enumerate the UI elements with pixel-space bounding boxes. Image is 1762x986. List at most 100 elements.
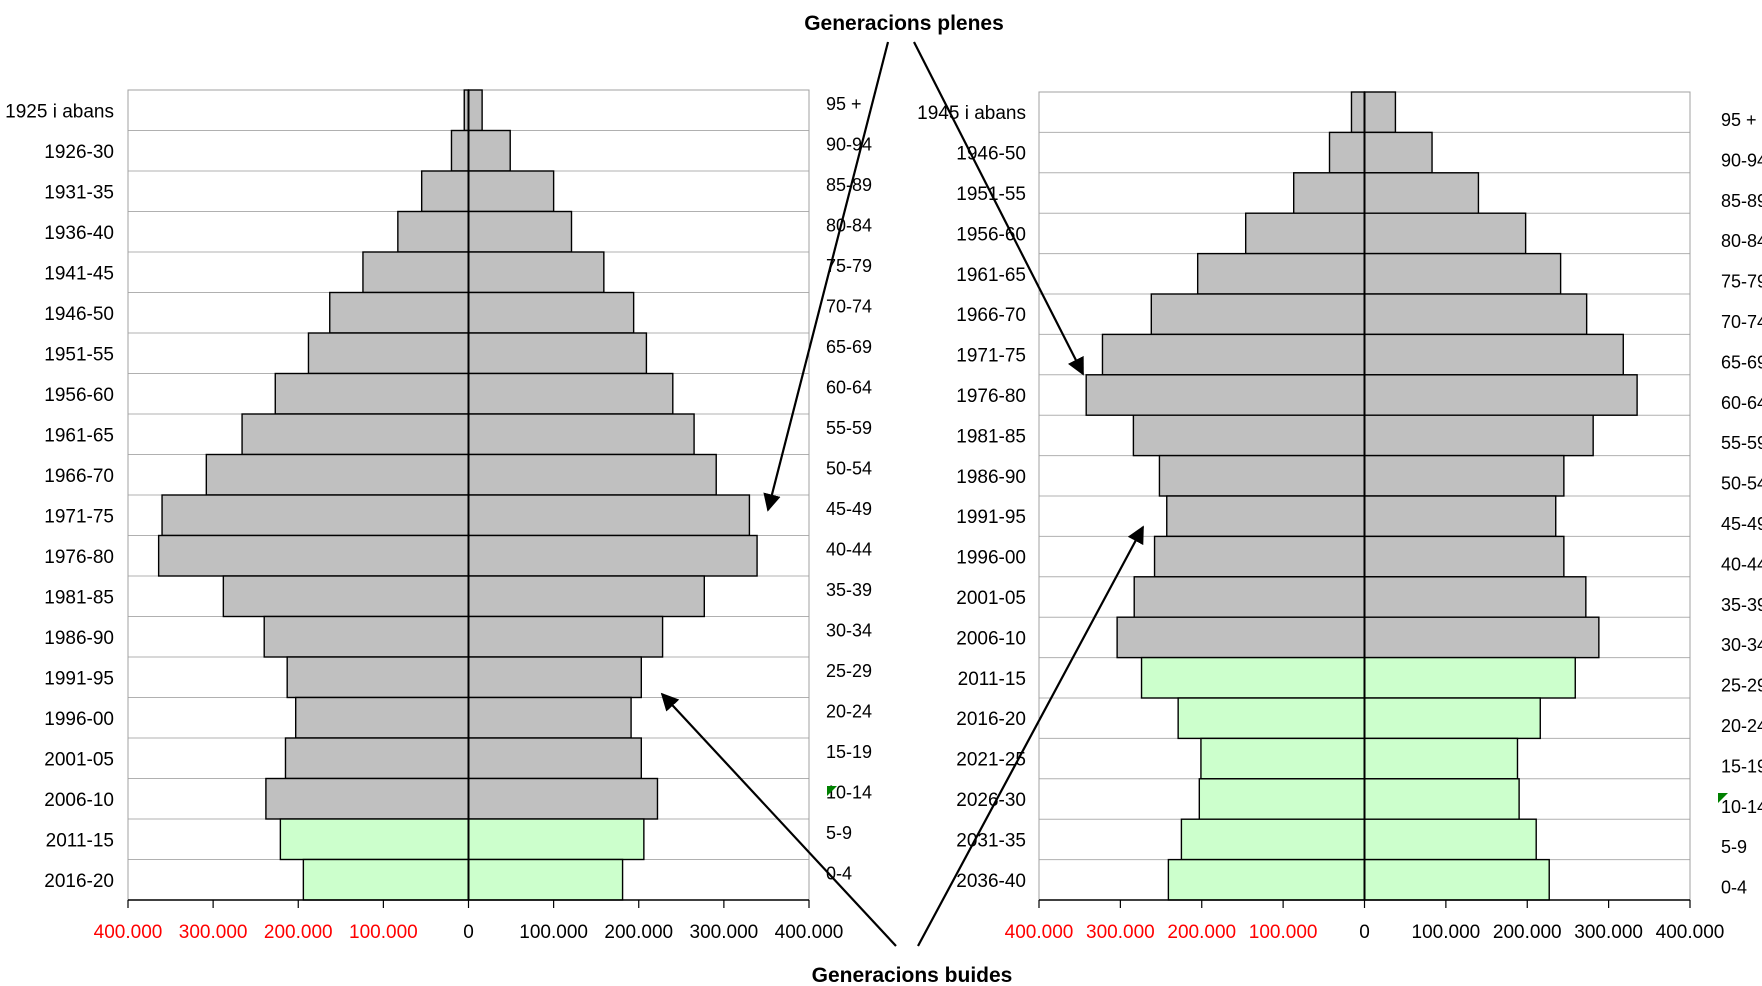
cohort-label: 2031-35 bbox=[956, 830, 1026, 851]
bar-right-20-24 bbox=[467, 696, 632, 739]
bar-right-30-34 bbox=[1363, 616, 1600, 659]
age-label: 10-14 bbox=[1721, 797, 1762, 817]
age-label: 45-49 bbox=[1721, 514, 1762, 534]
bar-left-2011-15 bbox=[1140, 656, 1366, 699]
age-label: 5-9 bbox=[826, 823, 852, 843]
cohort-label: 1961-65 bbox=[956, 265, 1026, 286]
age-label: 65-69 bbox=[826, 337, 872, 357]
x-tick-label: 400.000 bbox=[1005, 922, 1074, 943]
age-label: 80-84 bbox=[826, 216, 872, 236]
bar-left-1981-85 bbox=[222, 575, 470, 618]
cohort-label: 1986-90 bbox=[956, 467, 1026, 488]
age-label: 35-39 bbox=[1721, 595, 1762, 615]
bar-left-1951-55 bbox=[1293, 172, 1366, 214]
age-label: 60-64 bbox=[1721, 393, 1762, 413]
cohort-label: 2006-10 bbox=[956, 628, 1026, 649]
age-label: 35-39 bbox=[826, 580, 872, 600]
x-tick-label: 100.000 bbox=[1412, 922, 1481, 943]
bar-left-1966-70 bbox=[205, 453, 470, 496]
bar-right-35-39 bbox=[467, 575, 705, 618]
age-label: 30-34 bbox=[826, 621, 872, 641]
bar-left-2011-15 bbox=[279, 818, 470, 861]
cohort-label: 1941-45 bbox=[44, 263, 114, 284]
x-tick-label: 200.000 bbox=[264, 922, 333, 943]
bar-left-1966-70 bbox=[1150, 293, 1366, 336]
bar-right-80-84 bbox=[1363, 212, 1527, 255]
age-label: 50-54 bbox=[826, 459, 872, 479]
bar-left-1926-30 bbox=[450, 129, 470, 172]
bar-right-95 + bbox=[467, 89, 483, 132]
annotation-generacions-plenes: Generacions plenes bbox=[804, 12, 1004, 35]
x-tick-label: 400.000 bbox=[775, 922, 844, 943]
age-label: 85-89 bbox=[826, 175, 872, 195]
age-label: 70-74 bbox=[1721, 312, 1762, 332]
bar-right-60-64 bbox=[1363, 374, 1638, 416]
x-tick-label: 200.000 bbox=[1167, 922, 1236, 943]
age-label: 5-9 bbox=[1721, 837, 1747, 857]
bar-right-55-59 bbox=[1363, 414, 1594, 457]
cohort-label: 2016-20 bbox=[44, 871, 114, 892]
bar-left-1996-00 bbox=[294, 696, 470, 739]
bar-right-0-4 bbox=[467, 858, 624, 901]
cohort-label: 1976-80 bbox=[44, 547, 114, 568]
bar-right-80-84 bbox=[467, 210, 573, 253]
bar-left-2016-20 bbox=[302, 858, 470, 901]
cohort-label: 2036-40 bbox=[956, 871, 1026, 892]
bar-right-90-94 bbox=[1363, 131, 1433, 174]
age-label: 40-44 bbox=[826, 540, 872, 560]
cohort-label: 2021-25 bbox=[956, 750, 1026, 771]
age-label: 55-59 bbox=[826, 418, 872, 438]
pyramid-left: 400.000 300.000 200.000 100.000 0 100.000 200.… bbox=[5, 89, 872, 943]
x-tick-label: 400.000 bbox=[94, 922, 163, 943]
bar-left-2001-05 bbox=[284, 737, 470, 780]
bar-left-1961-65 bbox=[1196, 252, 1366, 295]
cohort-label: 2016-20 bbox=[956, 709, 1026, 730]
bar-left-1945 i abans bbox=[1350, 91, 1366, 134]
age-label: 55-59 bbox=[1721, 433, 1762, 453]
arrow-buides-to-right-chart bbox=[917, 525, 1144, 947]
cohort-label: 1971-75 bbox=[44, 506, 114, 527]
x-tick-label: 0 bbox=[463, 922, 474, 943]
bar-left-2021-25 bbox=[1200, 737, 1366, 780]
cohort-label: 1966-70 bbox=[956, 305, 1026, 326]
cohort-label: 1936-40 bbox=[44, 223, 114, 244]
cohort-label: 1951-55 bbox=[44, 344, 114, 365]
cohort-label: 1945 i abans bbox=[917, 103, 1026, 124]
cohort-label: 1925 i abans bbox=[5, 101, 114, 122]
bar-left-1971-75 bbox=[1101, 333, 1366, 376]
cohort-label: 1931-35 bbox=[44, 182, 114, 203]
cohort-label: 1996-00 bbox=[44, 709, 114, 730]
bar-right-75-79 bbox=[467, 251, 605, 294]
bar-left-1981-85 bbox=[1132, 414, 1366, 457]
bar-left-1941-45 bbox=[362, 251, 470, 294]
x-tick-label: 300.000 bbox=[1086, 922, 1155, 943]
cohort-label: 1961-65 bbox=[44, 425, 114, 446]
bar-left-2006-10 bbox=[1116, 616, 1366, 659]
arrow-plenes-to-right-chart bbox=[913, 41, 1084, 376]
age-label: 90-94 bbox=[1721, 150, 1762, 170]
bar-right-90-94 bbox=[467, 129, 511, 172]
cohort-label: 1991-95 bbox=[44, 668, 114, 689]
bar-right-5-9 bbox=[467, 818, 645, 861]
bar-left-2036-40 bbox=[1167, 858, 1366, 901]
cohort-label: 1966-70 bbox=[44, 466, 114, 487]
cohort-label: 1946-50 bbox=[44, 304, 114, 325]
age-label: 25-29 bbox=[1721, 676, 1762, 696]
cohort-label: 2001-05 bbox=[956, 588, 1026, 609]
bar-right-15-19 bbox=[467, 737, 643, 780]
x-tick-label: 100.000 bbox=[519, 922, 588, 943]
cohort-label: 1971-75 bbox=[956, 346, 1026, 367]
bar-left-2006-10 bbox=[265, 777, 470, 820]
bar-left-1956-60 bbox=[274, 372, 470, 415]
bar-right-0-4 bbox=[1363, 858, 1550, 901]
cohort-label: 2011-15 bbox=[958, 669, 1026, 690]
bar-left-1976-80 bbox=[1085, 374, 1366, 416]
bar-right-70-74 bbox=[467, 291, 635, 334]
bar-right-85-89 bbox=[1363, 172, 1480, 214]
bar-left-2026-30 bbox=[1198, 778, 1366, 820]
bar-left-1991-95 bbox=[1166, 495, 1366, 538]
bar-right-70-74 bbox=[1363, 293, 1588, 336]
age-label: 15-19 bbox=[1721, 756, 1762, 776]
bar-right-25-29 bbox=[1363, 656, 1576, 699]
